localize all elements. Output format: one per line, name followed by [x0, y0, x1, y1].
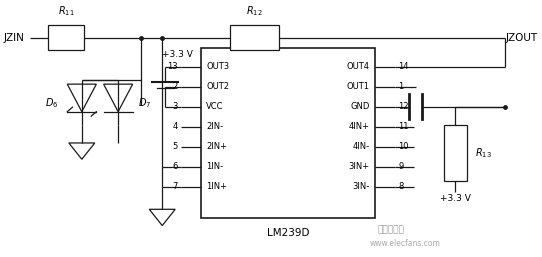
Text: 2IN-: 2IN-: [207, 122, 223, 131]
Text: 3IN+: 3IN+: [349, 162, 370, 171]
Text: 8: 8: [398, 182, 404, 191]
Text: 1IN-: 1IN-: [207, 162, 223, 171]
Text: $R_{13}$: $R_{13}$: [475, 146, 492, 160]
Text: +3.3 V: +3.3 V: [162, 50, 193, 59]
Text: 3IN-: 3IN-: [352, 182, 370, 191]
Text: 1: 1: [398, 82, 404, 91]
Text: 11: 11: [398, 122, 409, 131]
Text: $D_6$: $D_6$: [45, 96, 59, 110]
Text: +3.3 V: +3.3 V: [440, 194, 471, 203]
Text: OUT3: OUT3: [207, 62, 229, 71]
Text: 14: 14: [398, 62, 409, 71]
Text: 1IN+: 1IN+: [207, 182, 227, 191]
Text: 3: 3: [172, 102, 178, 111]
Text: 10: 10: [398, 142, 409, 151]
Bar: [230, 25, 279, 50]
Text: 5: 5: [172, 142, 178, 151]
Text: $R_{12}$: $R_{12}$: [246, 4, 263, 18]
Text: GND: GND: [351, 102, 370, 111]
Text: 2: 2: [172, 82, 178, 91]
Text: 4: 4: [172, 122, 178, 131]
Text: OUT2: OUT2: [207, 82, 229, 91]
Bar: [48, 25, 85, 50]
Text: OUT4: OUT4: [347, 62, 370, 71]
Text: 9: 9: [398, 162, 404, 171]
Text: VCC: VCC: [207, 102, 224, 111]
Text: $D_7$: $D_7$: [138, 96, 151, 110]
Text: LM239D: LM239D: [267, 228, 309, 238]
Text: 13: 13: [167, 62, 178, 71]
Text: 4IN-: 4IN-: [353, 142, 370, 151]
Text: 7: 7: [172, 182, 178, 191]
Text: 6: 6: [172, 162, 178, 171]
Text: 4IN+: 4IN+: [349, 122, 370, 131]
Bar: [444, 125, 467, 180]
Text: JZOUT: JZOUT: [506, 33, 538, 43]
Text: www.elecfans.com: www.elecfans.com: [370, 239, 441, 248]
Text: 2IN+: 2IN+: [207, 142, 227, 151]
Text: 12: 12: [398, 102, 409, 111]
Text: OUT1: OUT1: [347, 82, 370, 91]
Text: $R_{11}$: $R_{11}$: [58, 4, 75, 18]
Text: JZIN: JZIN: [4, 33, 25, 43]
Text: 电子发烧友: 电子发烧友: [378, 225, 404, 234]
Bar: [201, 48, 375, 218]
